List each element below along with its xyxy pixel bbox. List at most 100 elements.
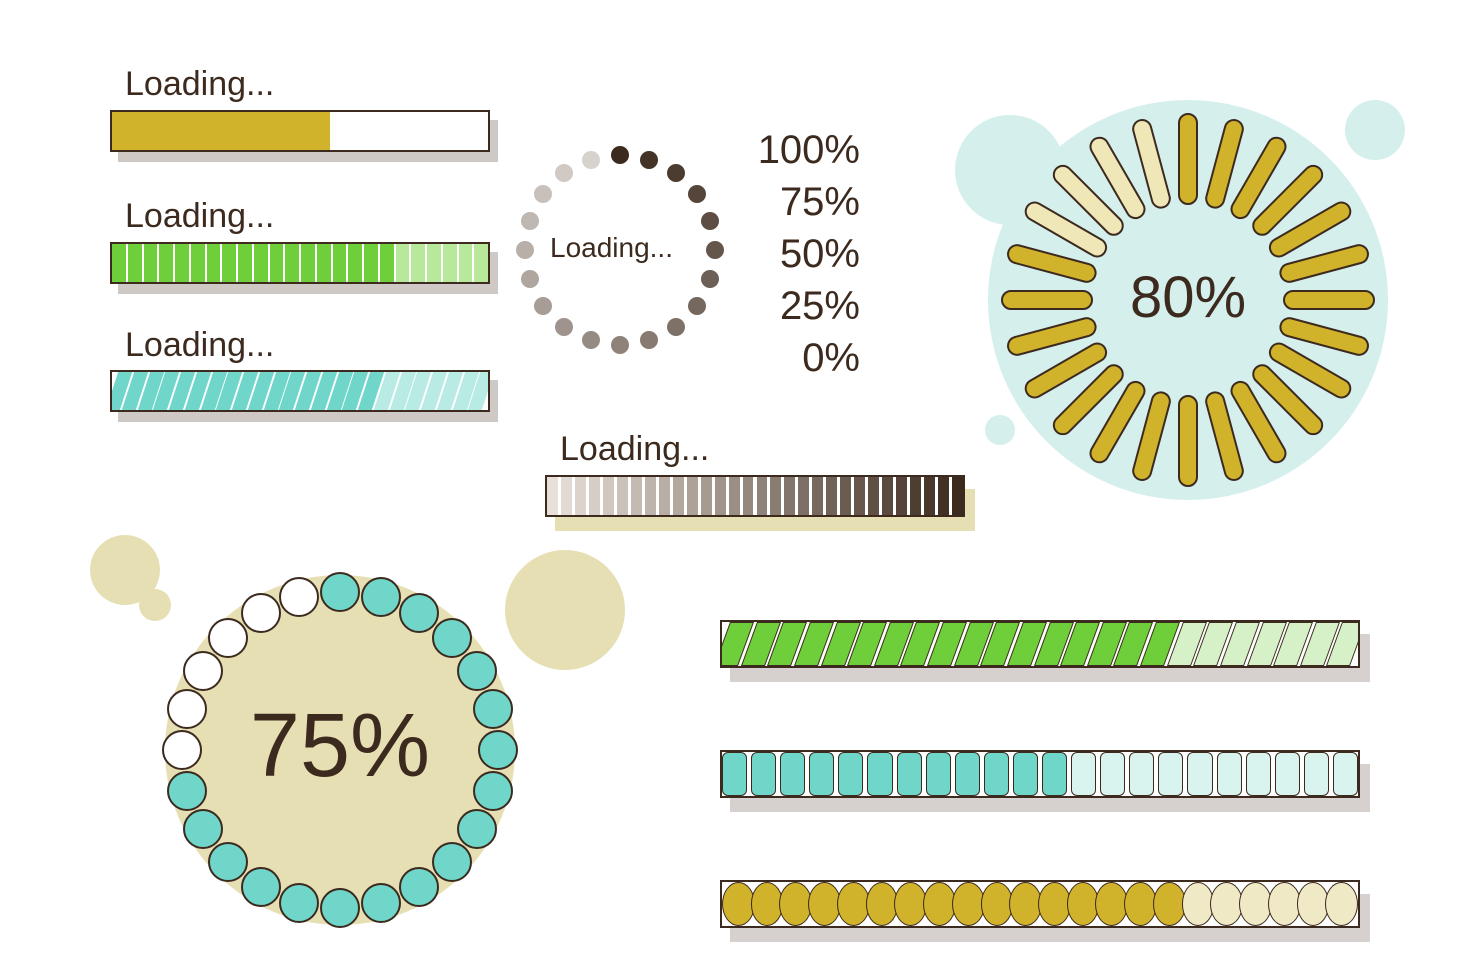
bar2-seg: [459, 244, 473, 282]
sunburst-ray: [1178, 395, 1198, 487]
spinner-dot: [582, 151, 600, 169]
bar7-seg: [1038, 882, 1071, 926]
bar3-label: Loading...: [125, 326, 274, 365]
bar6-seg: [1042, 752, 1067, 796]
sunburst-ray: [1001, 290, 1093, 310]
spinner-dot: [516, 241, 534, 259]
bar4-seg: [757, 477, 768, 515]
ring75-bg-circle: [139, 589, 171, 621]
bar2-seg: [238, 244, 252, 282]
bar4-seg: [547, 477, 558, 515]
pct-list-item: 25%: [710, 284, 860, 329]
bar2-seg: [159, 244, 173, 282]
bar4-seg: [812, 477, 823, 515]
ring75-bg-circle: [505, 550, 625, 670]
pct-list-item: 75%: [710, 180, 860, 225]
bar6-seg: [751, 752, 776, 796]
sunburst-ray: [1283, 290, 1375, 310]
bar4-label: Loading...: [560, 430, 709, 469]
spinner-dot: [521, 270, 539, 288]
bar7-seg: [1153, 882, 1186, 926]
ring75-dot: [183, 651, 223, 691]
bar1-label: Loading...: [125, 65, 274, 104]
bar4-seg: [687, 477, 698, 515]
spinner-dot: [555, 164, 573, 182]
bar6-seg: [1100, 752, 1125, 796]
spinner-dot: [640, 331, 658, 349]
bar7-track: [720, 880, 1360, 928]
bar2-seg: [175, 244, 189, 282]
bar2-seg: [348, 244, 362, 282]
bar2-seg: [285, 244, 299, 282]
bar6-seg: [1275, 752, 1300, 796]
bar6-seg: [955, 752, 980, 796]
bar6-seg: [1304, 752, 1329, 796]
ring75-dot: [241, 593, 281, 633]
bar2-seg: [333, 244, 347, 282]
bar2-seg: [222, 244, 236, 282]
bar7-seg: [952, 882, 985, 926]
spinner-dot: [667, 164, 685, 182]
bar4-seg: [798, 477, 809, 515]
bar1-track: [110, 110, 490, 152]
bar2-seg: [474, 244, 488, 282]
ring75-dot: [478, 730, 518, 770]
bar2-seg: [207, 244, 221, 282]
bar4-seg: [826, 477, 837, 515]
bar6-seg: [838, 752, 863, 796]
pct-list-item: 50%: [710, 232, 860, 277]
ring75-dot: [208, 842, 248, 882]
ring75-dot: [432, 618, 472, 658]
bar6-seg: [1158, 752, 1183, 796]
ring75-value: 75%: [200, 695, 480, 798]
bar4-seg: [715, 477, 726, 515]
ring75-dot: [457, 809, 497, 849]
bar2-seg: [191, 244, 205, 282]
ring75-dot: [320, 572, 360, 612]
bar7-seg: [923, 882, 956, 926]
ring75-dot: [241, 867, 281, 907]
bar4-seg: [631, 477, 642, 515]
bar4-seg: [589, 477, 600, 515]
bar4-seg: [603, 477, 614, 515]
bar6-seg: [1246, 752, 1271, 796]
spinner-dot: [667, 318, 685, 336]
bar7-seg: [837, 882, 870, 926]
bar7-seg: [1124, 882, 1157, 926]
bar4-seg: [938, 477, 949, 515]
ring75-dot: [279, 883, 319, 923]
bar4-seg: [840, 477, 851, 515]
sunburst-bg-circle: [1345, 100, 1405, 160]
bar2-label: Loading...: [125, 197, 274, 236]
bar4-seg: [896, 477, 907, 515]
bar3-track: [110, 370, 490, 412]
bar6-seg: [1129, 752, 1154, 796]
bar2-seg: [254, 244, 268, 282]
bar4-seg: [673, 477, 684, 515]
bar4-seg: [924, 477, 935, 515]
bar6-seg: [809, 752, 834, 796]
bar6-seg: [1217, 752, 1242, 796]
ring75-dot: [361, 577, 401, 617]
bar6-seg: [926, 752, 951, 796]
bar7-seg: [1325, 882, 1358, 926]
bar4-seg: [910, 477, 921, 515]
bar4-seg: [575, 477, 586, 515]
spinner-dot: [611, 146, 629, 164]
bar2-seg: [128, 244, 142, 282]
bar6-seg: [1071, 752, 1096, 796]
bar4-seg: [659, 477, 670, 515]
ring75-dot: [320, 888, 360, 928]
bar6-track: [720, 750, 1360, 798]
bar4-seg: [770, 477, 781, 515]
bar4-seg: [701, 477, 712, 515]
bar4-seg: [952, 477, 963, 515]
bar7-seg: [722, 882, 755, 926]
sunburst-ray: [1178, 113, 1198, 205]
bar6-seg: [897, 752, 922, 796]
spinner-dot: [582, 331, 600, 349]
bar7-seg: [1268, 882, 1301, 926]
bar2-seg: [364, 244, 378, 282]
pct-list-item: 100%: [710, 128, 860, 173]
bar6-seg: [1187, 752, 1212, 796]
